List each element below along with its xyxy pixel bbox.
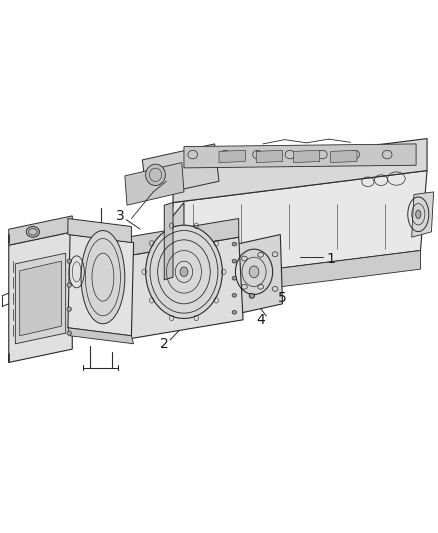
Polygon shape (20, 261, 61, 336)
Ellipse shape (232, 293, 237, 297)
Polygon shape (173, 139, 427, 203)
Polygon shape (68, 235, 134, 336)
Text: 4: 4 (256, 313, 265, 327)
Polygon shape (164, 203, 173, 280)
Text: 1: 1 (326, 252, 335, 265)
Polygon shape (219, 150, 245, 163)
Polygon shape (331, 150, 357, 163)
Ellipse shape (232, 242, 237, 246)
Polygon shape (9, 232, 72, 362)
Polygon shape (166, 171, 427, 282)
Text: 5: 5 (278, 292, 287, 305)
Ellipse shape (232, 276, 237, 280)
Ellipse shape (67, 259, 71, 263)
Polygon shape (15, 253, 66, 344)
Ellipse shape (249, 266, 259, 278)
Text: 3: 3 (116, 209, 125, 223)
Polygon shape (125, 163, 184, 205)
Polygon shape (293, 150, 320, 163)
Polygon shape (127, 237, 243, 338)
Polygon shape (68, 328, 134, 344)
Ellipse shape (26, 227, 39, 237)
Ellipse shape (232, 310, 237, 314)
Ellipse shape (145, 225, 222, 318)
Polygon shape (256, 150, 283, 163)
Polygon shape (232, 235, 283, 314)
Polygon shape (184, 144, 416, 168)
Polygon shape (166, 203, 184, 282)
Text: 2: 2 (160, 337, 169, 351)
Ellipse shape (67, 283, 71, 287)
Ellipse shape (232, 260, 237, 263)
Polygon shape (412, 192, 434, 237)
Ellipse shape (67, 307, 71, 311)
Polygon shape (127, 219, 239, 256)
Ellipse shape (67, 331, 71, 335)
Polygon shape (68, 219, 131, 243)
Ellipse shape (416, 210, 421, 219)
Polygon shape (166, 251, 420, 301)
Polygon shape (142, 144, 219, 197)
Ellipse shape (249, 293, 254, 298)
Ellipse shape (180, 267, 188, 277)
Ellipse shape (145, 164, 165, 185)
Polygon shape (9, 216, 72, 245)
Ellipse shape (81, 230, 125, 324)
